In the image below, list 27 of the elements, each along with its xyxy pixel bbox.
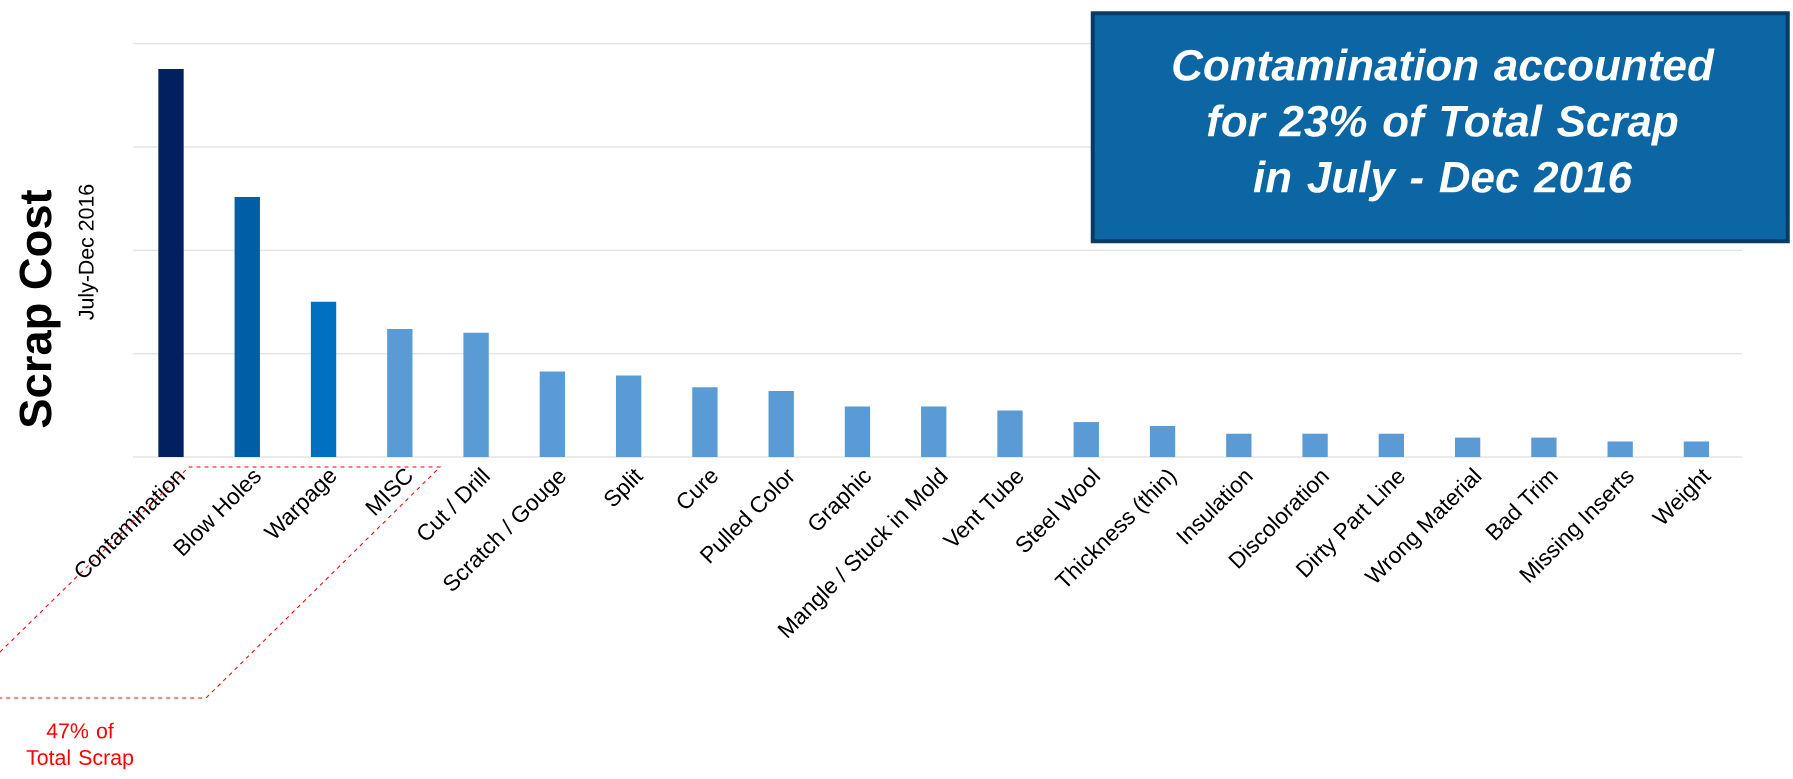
x-tick-label: Split	[604, 468, 644, 507]
bar	[768, 391, 794, 457]
bar	[1454, 437, 1481, 457]
text: July-Dec 2016	[78, 184, 98, 320]
bar	[387, 328, 413, 457]
bar	[1531, 437, 1557, 457]
bar	[921, 406, 947, 457]
bar	[1226, 433, 1252, 457]
text: 47% of Total Scrap	[26, 722, 134, 770]
bar	[1607, 441, 1633, 457]
bar	[1302, 433, 1328, 457]
bar	[234, 196, 260, 457]
bar	[1683, 441, 1710, 457]
bar	[692, 387, 718, 457]
bar	[615, 375, 642, 457]
bar	[158, 68, 184, 457]
bar	[1149, 425, 1176, 457]
bar	[539, 371, 566, 457]
bar	[463, 332, 489, 457]
bar	[1378, 433, 1405, 457]
bar	[310, 301, 337, 457]
x-tick-label: Cure	[677, 471, 718, 509]
bar	[1073, 422, 1099, 457]
annotation: Contamination accounted for 23% of Total Scrap in July - Dec 2016	[1173, 48, 1715, 202]
bar	[844, 406, 871, 457]
bar	[997, 410, 1023, 457]
y-axis-title: Scrap Cost	[19, 189, 61, 428]
